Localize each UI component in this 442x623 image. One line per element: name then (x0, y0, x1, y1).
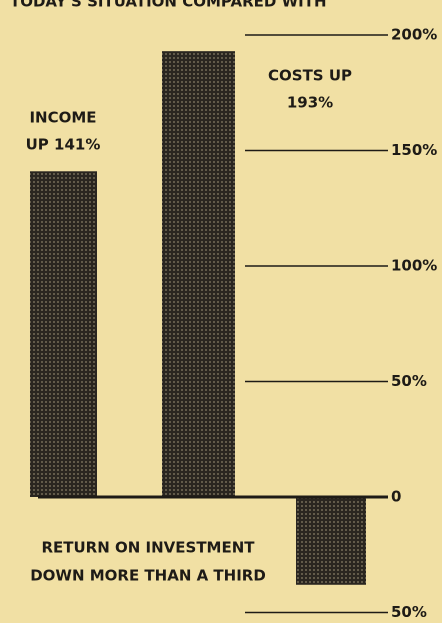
bar (296, 497, 366, 585)
chart-title: TODAY'S SITUATION COMPARED WITH (10, 0, 327, 11)
y-tick-label: 150% (391, 141, 437, 159)
annotation: RETURN ON INVESTMENT (41, 539, 255, 557)
y-tick-label: 200% (391, 26, 437, 44)
annotation: DOWN MORE THAN A THIRD (30, 567, 266, 585)
annotation: 193% (287, 94, 333, 112)
y-tick-label: 50% (391, 603, 427, 621)
y-tick-label: 100% (391, 257, 437, 275)
y-tick-label: 50% (391, 372, 427, 390)
bar (30, 171, 97, 498)
bar (162, 51, 235, 498)
annotation: INCOME (29, 109, 96, 127)
annotation: UP 141% (26, 136, 101, 154)
annotation: COSTS UP (268, 67, 352, 85)
y-tick-label: 0 (391, 488, 401, 506)
